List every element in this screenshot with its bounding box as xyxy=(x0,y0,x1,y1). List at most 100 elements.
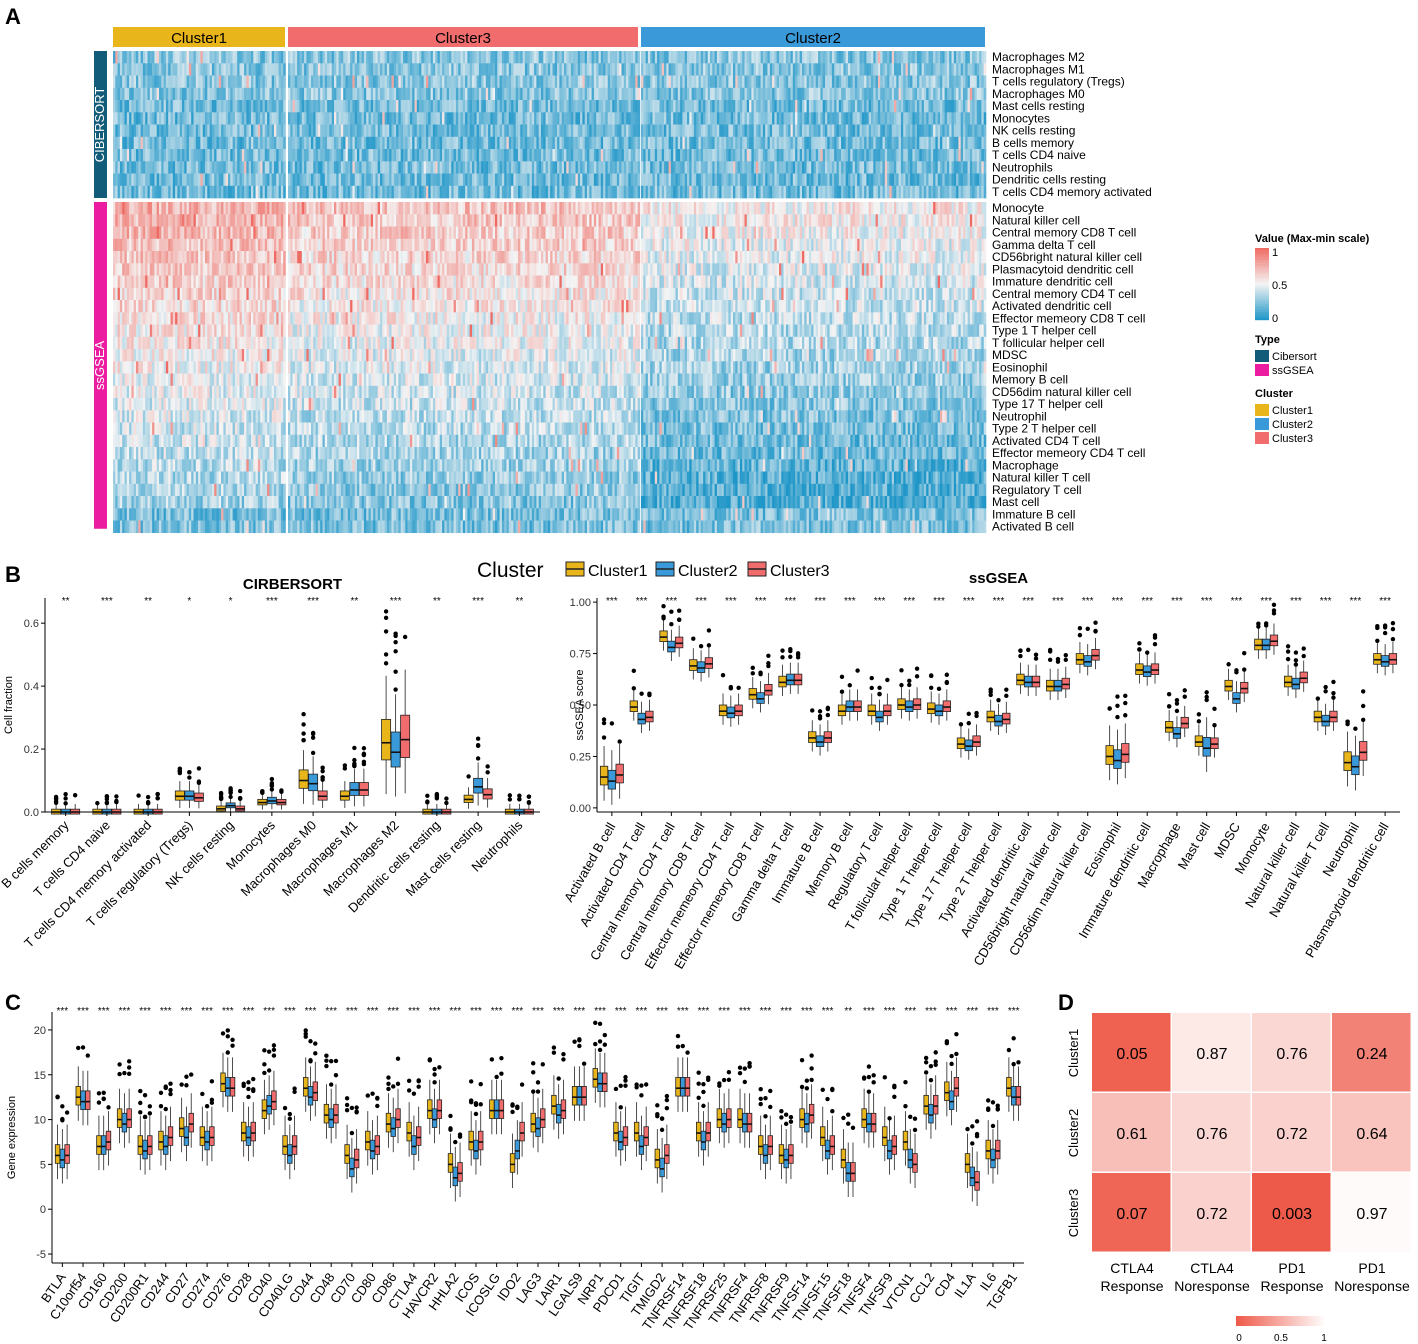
heatmap-cell xyxy=(380,447,383,460)
heatmap-cell xyxy=(207,447,210,460)
heatmap-cell xyxy=(400,75,404,89)
heatmap-cell xyxy=(170,398,174,411)
heatmap-cell xyxy=(193,483,197,497)
heatmap-cell xyxy=(317,226,321,240)
heatmap-cell xyxy=(115,87,118,101)
heatmap-cell xyxy=(191,112,194,125)
heatmap-cell xyxy=(382,324,385,338)
heatmap-cell xyxy=(288,112,291,125)
heatmap-cell xyxy=(363,226,367,240)
heatmap-cell xyxy=(347,422,351,436)
heatmap-cell xyxy=(193,149,197,162)
heatmap-cell xyxy=(334,51,337,64)
heatmap-cell xyxy=(186,112,190,125)
heatmap-cell xyxy=(124,112,128,125)
heatmap-cell xyxy=(216,447,220,460)
heatmap-cell xyxy=(359,459,362,472)
heatmap-cell xyxy=(317,51,321,64)
heatmap-cell xyxy=(288,63,291,76)
heatmap-cell xyxy=(198,185,201,199)
heatmap-cell xyxy=(234,324,238,338)
heatmap-cell xyxy=(186,434,190,448)
heatmap-cell xyxy=(297,214,300,227)
heatmap-cell xyxy=(232,202,236,215)
heatmap-cell xyxy=(246,51,249,64)
heatmap-cell xyxy=(244,422,247,436)
heatmap-cell xyxy=(269,100,272,113)
heatmap-cell xyxy=(327,214,330,227)
heatmap-cell xyxy=(382,496,385,509)
heatmap-cell xyxy=(405,483,408,497)
heatmap-cell xyxy=(241,87,245,101)
heatmap-cell xyxy=(331,312,335,325)
heatmap-cell xyxy=(133,398,137,411)
heatmap-cell xyxy=(331,410,335,423)
heatmap-cell xyxy=(131,483,134,497)
heatmap-cell xyxy=(251,87,254,101)
heatmap-cell xyxy=(179,124,183,138)
heatmap-cell xyxy=(398,349,401,362)
heatmap-cell xyxy=(207,312,210,325)
heatmap-cell xyxy=(320,361,323,374)
heatmap-cell xyxy=(239,324,243,338)
heatmap-cell xyxy=(241,214,245,227)
heatmap-cell xyxy=(354,447,358,460)
heatmap-cell xyxy=(299,112,303,125)
heatmap-cell xyxy=(218,459,222,472)
heatmap-cell xyxy=(182,149,185,162)
heatmap-cell xyxy=(306,324,309,338)
heatmap-cell xyxy=(384,483,388,497)
heatmap-cell xyxy=(126,63,130,76)
heatmap-cell xyxy=(253,410,256,423)
heatmap-cell xyxy=(331,173,335,187)
heatmap-cell xyxy=(403,263,406,276)
heatmap-cell xyxy=(336,214,339,227)
heatmap-cell xyxy=(253,275,256,289)
heatmap-cell xyxy=(228,87,231,101)
heatmap-cell xyxy=(142,214,146,227)
heatmap-cell xyxy=(175,51,178,64)
heatmap-cell xyxy=(320,202,323,215)
heatmap-cell xyxy=(375,385,378,399)
heatmap-cell xyxy=(352,51,355,64)
heatmap-cell xyxy=(343,263,346,276)
heatmap-cell xyxy=(267,520,270,534)
heatmap-cell xyxy=(262,434,266,448)
heatmap-cell xyxy=(184,63,187,76)
heatmap-cell xyxy=(327,112,330,125)
heatmap-cell xyxy=(357,51,360,64)
heatmap-cell xyxy=(232,251,236,264)
heatmap-cell xyxy=(347,202,351,215)
heatmap-cell xyxy=(211,263,215,276)
heatmap-cell xyxy=(370,349,374,362)
heatmap-cell xyxy=(253,112,256,125)
heatmap-cell xyxy=(129,226,132,240)
heatmap-cell xyxy=(366,185,369,199)
heatmap-cell xyxy=(407,398,411,411)
heatmap-cell xyxy=(237,75,240,89)
heatmap-cell xyxy=(218,226,222,240)
heatmap-cell xyxy=(248,226,252,240)
heatmap-cell xyxy=(248,361,252,374)
heatmap-cell xyxy=(331,287,335,301)
heatmap-cell xyxy=(393,161,397,174)
heatmap-cell xyxy=(366,447,369,460)
heatmap-cell xyxy=(145,251,148,264)
heatmap-cell xyxy=(297,324,300,338)
heatmap-cell xyxy=(175,385,178,399)
heatmap-cell xyxy=(248,312,252,325)
heatmap-cell xyxy=(159,447,162,460)
heatmap-cell xyxy=(292,349,296,362)
heatmap-cell xyxy=(324,149,328,162)
heatmap-cell xyxy=(288,263,291,276)
heatmap-cell xyxy=(350,214,353,227)
heatmap-cell xyxy=(350,508,353,521)
heatmap-cell xyxy=(334,324,337,338)
heatmap-cell xyxy=(396,51,399,64)
heatmap-cell xyxy=(382,173,385,187)
heatmap-cell xyxy=(117,471,121,485)
heatmap-cell xyxy=(288,434,291,448)
panel-label-a: A xyxy=(5,4,21,29)
heatmap-cell xyxy=(131,112,134,125)
heatmap-cell xyxy=(159,300,162,313)
